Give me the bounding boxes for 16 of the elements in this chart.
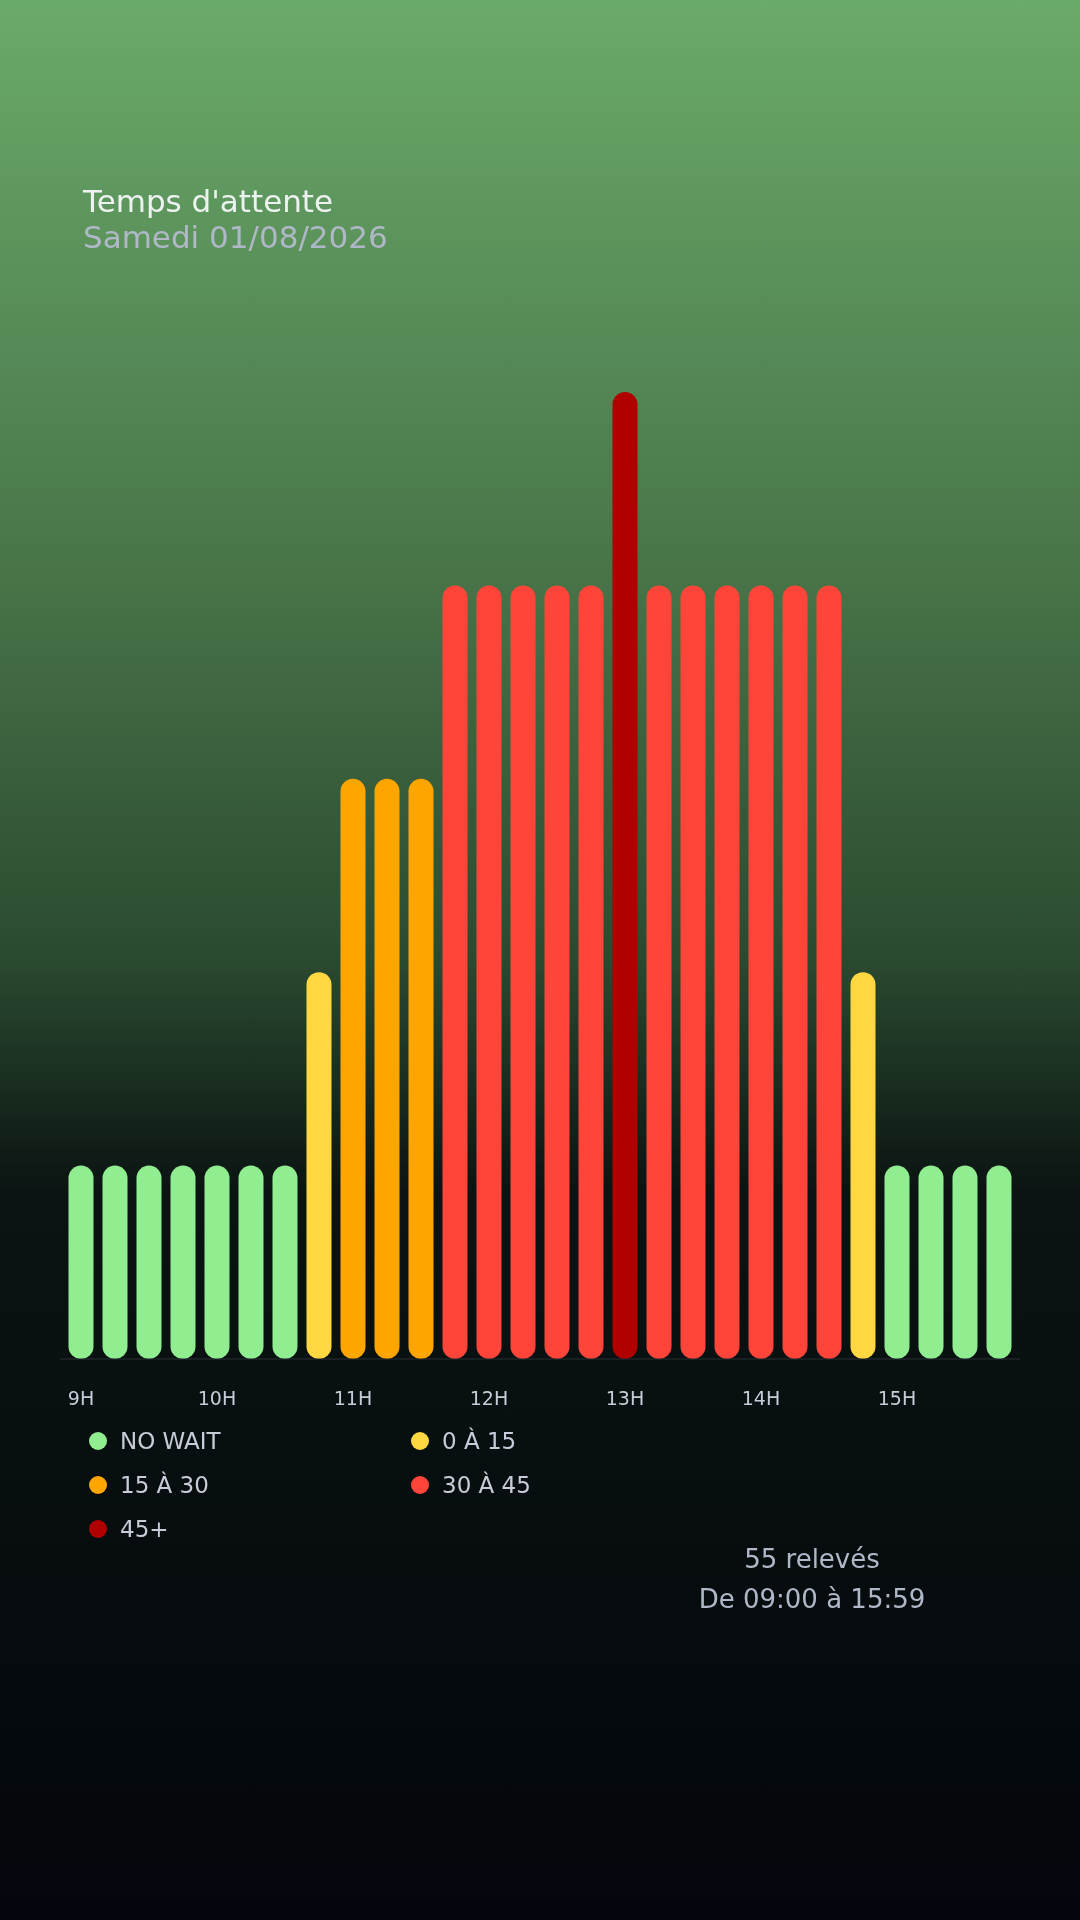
x-tick-label: 12H [469,1387,509,1409]
x-tick-label: 14H [741,1387,781,1409]
x-tick-label: 10H [197,1387,237,1409]
legend-label: 0 À 15 [442,1427,517,1454]
legend-label: 45+ [120,1516,169,1542]
chart-subtitle: Samedi 01/08/2026 [83,219,388,255]
x-tick-label: 11H [333,1387,373,1409]
text: 55 relevés [744,1544,880,1574]
x-tick-label: 9H [67,1387,95,1409]
legend-label: 15 À 30 [120,1471,209,1498]
legend-label: NO WAIT [120,1428,222,1454]
chart-title: Temps d'attente [82,183,334,219]
x-tick-label: 15H [877,1387,917,1409]
legend-label: 30 À 45 [442,1471,531,1498]
text: De 09:00 à 15:59 [698,1584,926,1614]
x-tick-label: 13H [605,1387,645,1409]
